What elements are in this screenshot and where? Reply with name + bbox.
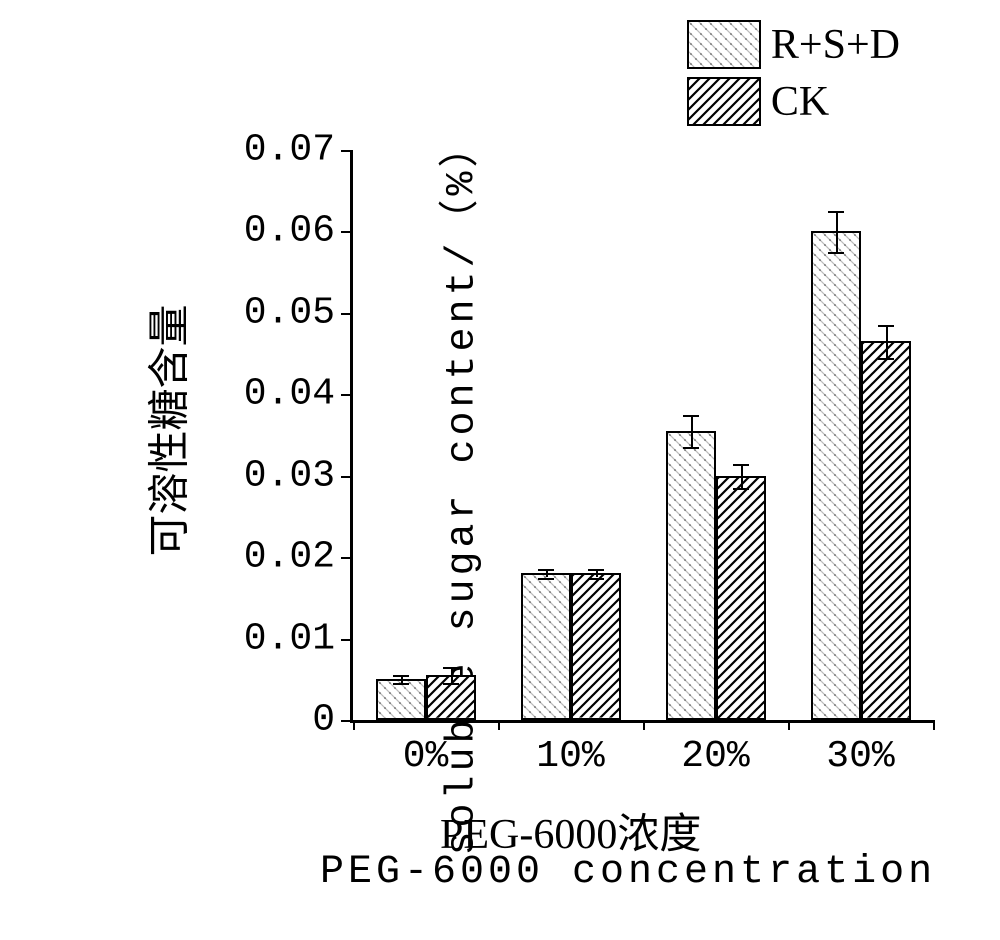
bar bbox=[571, 573, 621, 720]
y-tick bbox=[341, 394, 353, 396]
x-tick-label: 20% bbox=[681, 735, 749, 778]
error-cap bbox=[393, 675, 409, 677]
bar bbox=[811, 231, 861, 720]
y-tick-label: 0.01 bbox=[244, 617, 335, 660]
error-cap bbox=[733, 488, 749, 490]
y-tick-label: 0.06 bbox=[244, 210, 335, 253]
x-tick bbox=[498, 720, 500, 730]
error-cap bbox=[878, 358, 894, 360]
legend-item: CK bbox=[687, 77, 900, 126]
error-cap bbox=[588, 578, 604, 580]
error-bar bbox=[836, 211, 838, 252]
bar bbox=[376, 679, 426, 720]
x-tick bbox=[788, 720, 790, 730]
plot-area: 00.010.020.030.040.050.060.070%10%20%30% bbox=[350, 150, 933, 723]
y-tick-label: 0.03 bbox=[244, 454, 335, 497]
x-axis-label-en: PEG-6000 concentration bbox=[320, 850, 936, 895]
y-tick-label: 0.04 bbox=[244, 373, 335, 416]
error-cap bbox=[878, 325, 894, 327]
error-cap bbox=[538, 578, 554, 580]
x-tick-label: 0% bbox=[403, 735, 449, 778]
error-cap bbox=[828, 252, 844, 254]
chart-container: R+S+D CK 可溶性糖含量 soluble sugar content/（%… bbox=[60, 20, 940, 920]
error-cap bbox=[443, 667, 459, 669]
y-tick bbox=[341, 557, 353, 559]
y-axis-label-cn: 可溶性糖含量 bbox=[136, 304, 197, 556]
x-tick-label: 10% bbox=[536, 735, 604, 778]
error-bar bbox=[886, 325, 888, 358]
y-tick-label: 0.05 bbox=[244, 291, 335, 334]
error-cap bbox=[733, 464, 749, 466]
legend-label: R+S+D bbox=[771, 21, 900, 69]
y-tick bbox=[341, 150, 353, 152]
x-tick bbox=[353, 720, 355, 730]
error-cap bbox=[393, 683, 409, 685]
bar bbox=[521, 573, 571, 720]
y-tick bbox=[341, 720, 353, 722]
legend-item: R+S+D bbox=[687, 20, 900, 69]
bar bbox=[861, 341, 911, 720]
bar bbox=[716, 476, 766, 720]
legend-swatch-rsd bbox=[687, 20, 761, 69]
legend-label: CK bbox=[771, 78, 829, 126]
y-tick bbox=[341, 313, 353, 315]
y-tick-label: 0.02 bbox=[244, 536, 335, 579]
x-tick-label: 30% bbox=[826, 735, 894, 778]
error-cap bbox=[828, 211, 844, 213]
error-cap bbox=[538, 569, 554, 571]
legend: R+S+D CK bbox=[687, 20, 900, 134]
bar bbox=[666, 431, 716, 720]
x-tick bbox=[643, 720, 645, 730]
error-bar bbox=[691, 415, 693, 448]
error-cap bbox=[588, 569, 604, 571]
y-tick bbox=[341, 639, 353, 641]
error-cap bbox=[683, 447, 699, 449]
error-bar bbox=[451, 667, 453, 683]
y-tick bbox=[341, 476, 353, 478]
y-tick bbox=[341, 231, 353, 233]
error-cap bbox=[443, 683, 459, 685]
x-tick bbox=[933, 720, 935, 730]
legend-swatch-ck bbox=[687, 77, 761, 126]
y-tick-label: 0 bbox=[312, 699, 335, 742]
y-tick-label: 0.07 bbox=[244, 129, 335, 172]
error-cap bbox=[683, 415, 699, 417]
error-bar bbox=[741, 464, 743, 488]
